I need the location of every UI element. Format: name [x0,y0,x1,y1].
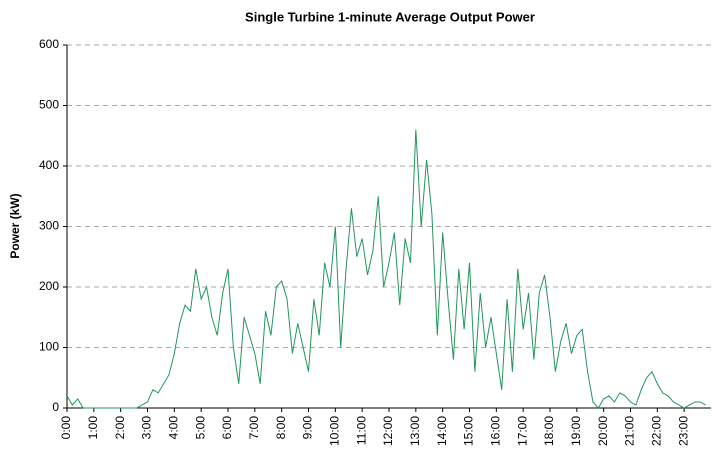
y-tick-label: 500 [39,98,59,112]
x-tick-label: 14:00 [435,416,449,446]
x-tick-label: 20:00 [596,416,610,446]
x-tick-label: 4:00 [167,416,181,440]
x-tick-label: 6:00 [220,416,234,440]
x-tick-label: 7:00 [247,416,261,440]
x-tick-label: 5:00 [193,416,207,440]
x-tick-label: 17:00 [515,416,529,446]
chart-title: Single Turbine 1-minute Average Output P… [245,9,535,24]
y-tick-label: 400 [39,158,59,172]
x-tick-label: 23:00 [676,416,690,446]
x-tick-label: 1:00 [86,416,100,440]
x-tick-label: 19:00 [569,416,583,446]
x-tick-label: 3:00 [140,416,154,440]
y-tick-label: 200 [39,279,59,293]
x-tick-label: 11:00 [354,416,368,445]
y-tick-label: 600 [39,37,59,51]
x-tick-label: 0:00 [59,416,73,440]
x-tick-label: 21:00 [623,416,637,446]
y-tick-label: 100 [39,340,59,354]
x-tick-label: 9:00 [301,416,315,440]
x-tick-label: 22:00 [650,416,664,446]
x-tick-label: 8:00 [274,416,288,440]
x-tick-label: 18:00 [542,416,556,446]
x-tick-label: 2:00 [113,416,127,440]
x-tick-label: 15:00 [462,416,476,446]
y-axis-label: Power (kW) [8,193,22,258]
y-tick-label: 300 [39,219,59,233]
data-line [66,129,706,409]
x-tick-label: 13:00 [408,416,422,446]
y-tick-label: 0 [52,400,59,414]
x-tick-label: 16:00 [489,416,503,446]
x-tick-label: 12:00 [381,416,395,446]
x-tick-label: 10:00 [328,416,342,446]
